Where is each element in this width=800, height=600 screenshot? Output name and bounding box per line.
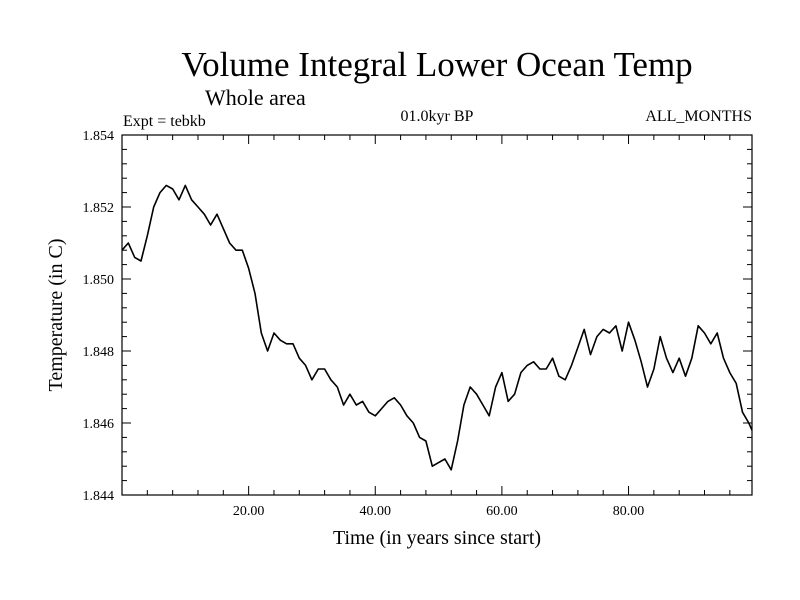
y-axis-label: Temperature (in C) (45, 239, 67, 392)
y-tick-label: 1.844 (83, 489, 115, 504)
plot-frame (121, 134, 753, 496)
y-tick-label: 1.848 (83, 345, 115, 360)
x-tick-label: 40.00 (360, 504, 392, 519)
y-tick-label: 1.850 (83, 273, 115, 288)
x-tick-label: 20.00 (233, 504, 265, 519)
x-tick-label: 60.00 (486, 504, 518, 519)
y-tick-label: 1.854 (83, 129, 115, 144)
temperature-series-line (121, 184, 753, 471)
chart-subtitle: Whole area (205, 85, 306, 110)
chart-title: Volume Integral Lower Ocean Temp (181, 45, 692, 84)
x-tick-label: 80.00 (613, 504, 645, 519)
period-label: 01.0kyr BP (401, 108, 474, 125)
expt-label: Expt = tebkb (123, 113, 206, 130)
y-tick-label: 1.846 (83, 417, 115, 432)
y-tick-label: 1.852 (83, 201, 115, 216)
x-axis-label: Time (in years since start) (333, 527, 541, 549)
months-label: ALL_MONTHS (645, 108, 752, 125)
